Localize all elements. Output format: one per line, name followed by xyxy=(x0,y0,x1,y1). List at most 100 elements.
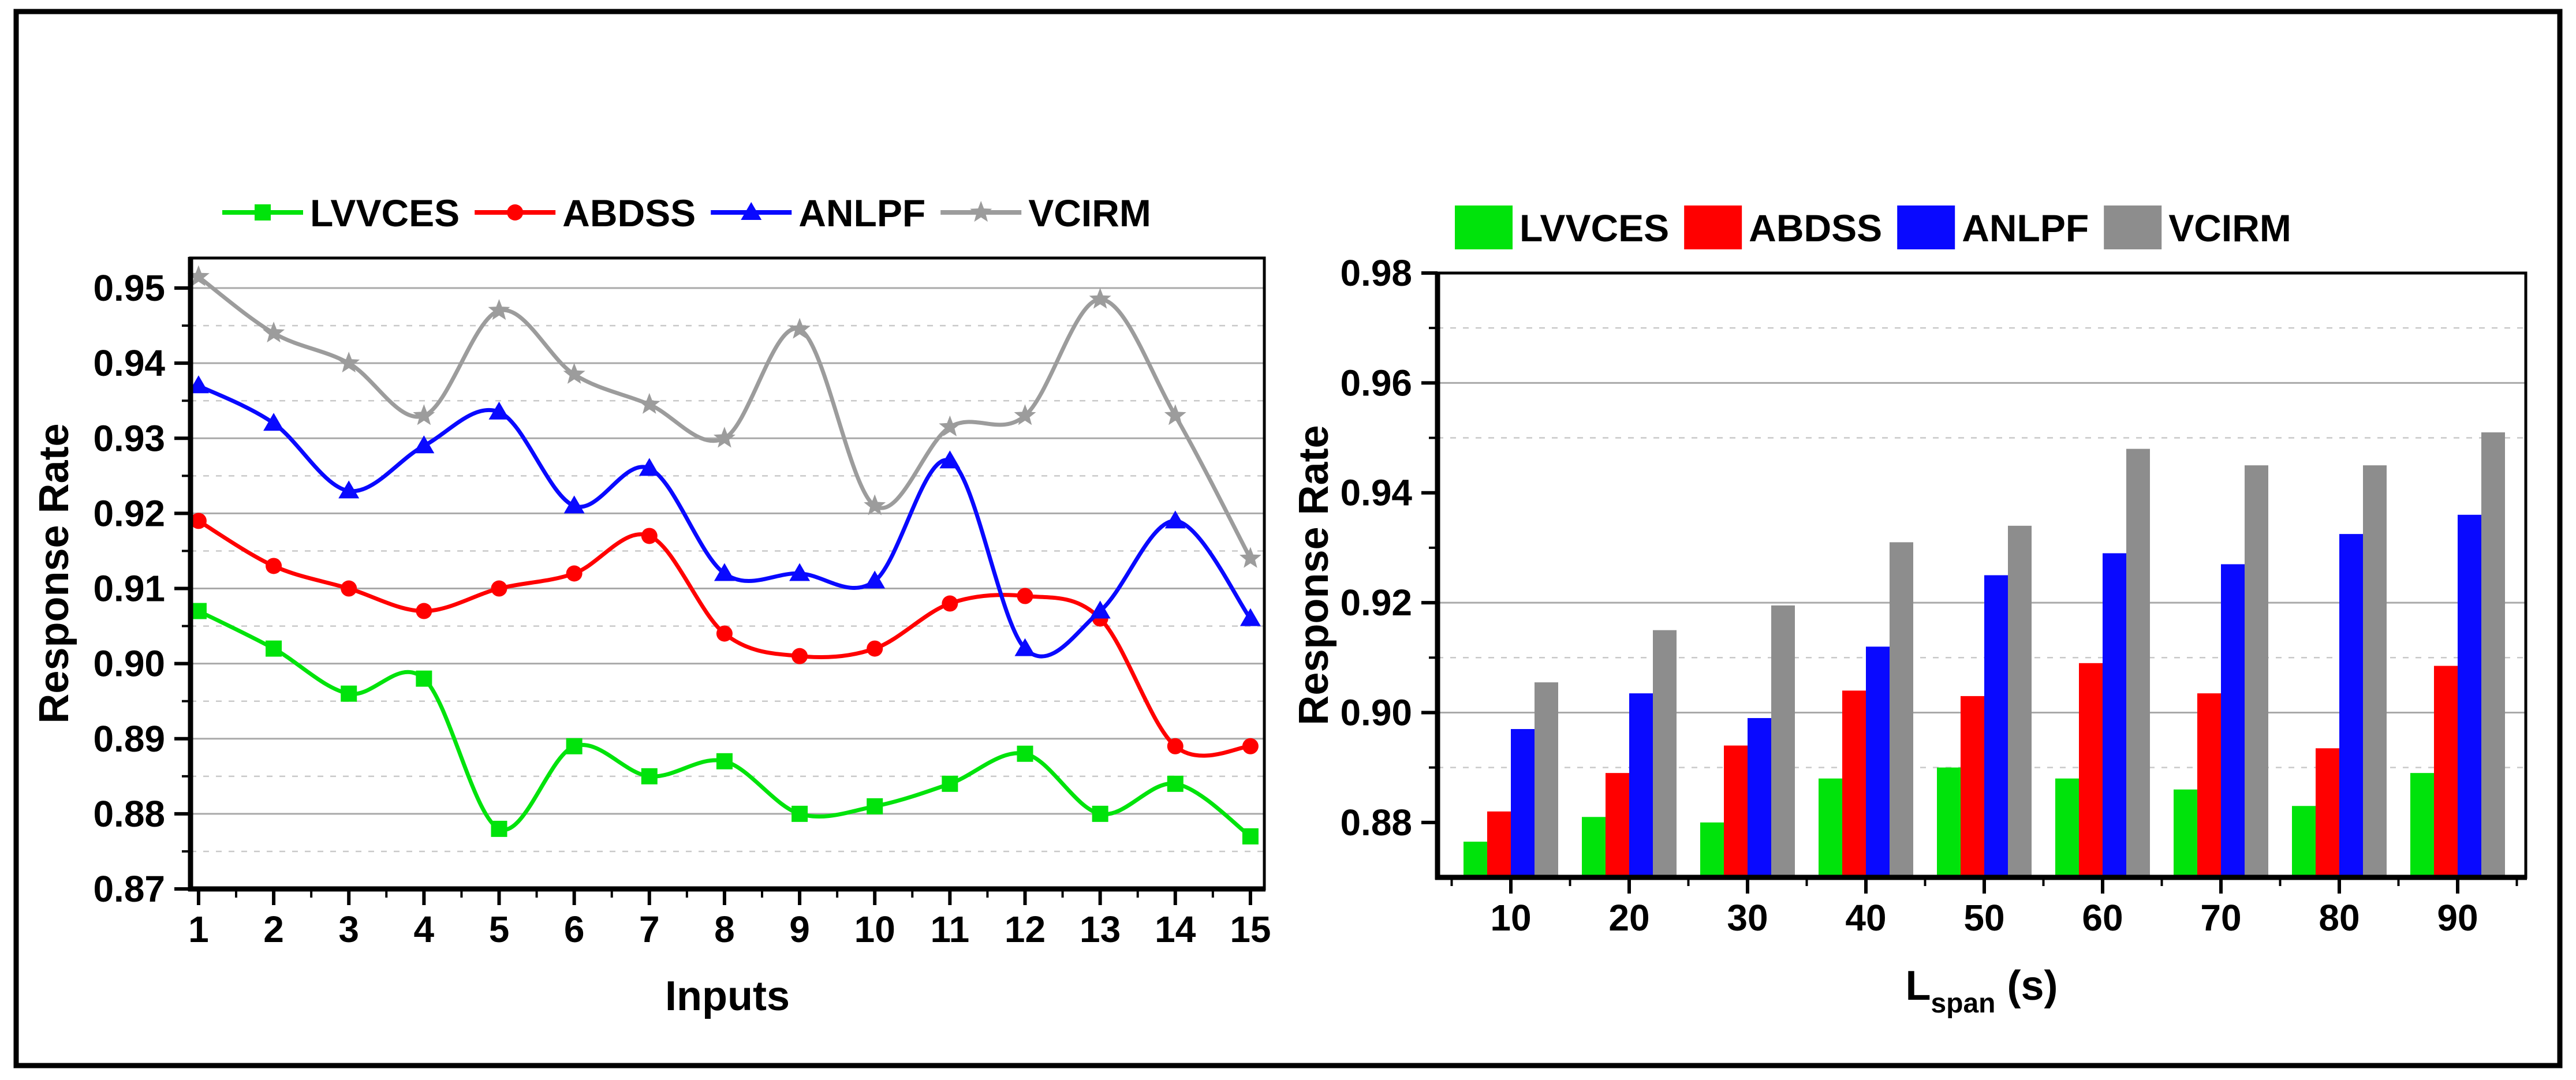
x-tick-label: 1 xyxy=(188,909,209,950)
star-marker xyxy=(1164,404,1186,425)
circle-marker xyxy=(341,580,357,597)
figure-frame xyxy=(13,9,2563,1068)
bar-series-ANLPF xyxy=(1511,514,2481,877)
circle-marker xyxy=(641,528,658,544)
x-tick-label: 15 xyxy=(1230,909,1271,950)
x-tick-label: 90 xyxy=(2437,897,2478,939)
bar xyxy=(2079,663,2103,877)
bar xyxy=(1653,630,1677,877)
star-marker xyxy=(638,393,660,414)
y-tick-label: 0.92 xyxy=(1340,582,1412,623)
square-marker xyxy=(1167,775,1184,792)
bar xyxy=(2410,773,2434,877)
triangle-marker xyxy=(338,480,360,499)
bar xyxy=(1464,842,1487,877)
x-tick-label: 9 xyxy=(789,909,810,950)
circle-marker xyxy=(566,565,583,582)
bar xyxy=(1842,690,1866,877)
x-tick-label: 20 xyxy=(1608,897,1649,939)
bar-chart-legend: LVVCES ABDSS ANLPF VCIRM xyxy=(1455,205,2291,249)
circle-marker xyxy=(190,513,207,529)
x-tick-label: 8 xyxy=(714,909,735,950)
bar xyxy=(2363,465,2387,877)
triangle-marker xyxy=(741,202,762,220)
circle-marker xyxy=(416,603,432,619)
star-marker xyxy=(1239,547,1261,568)
line-chart: 0.870.880.890.900.910.920.930.940.951 2 3 4… xyxy=(31,192,1271,1019)
bar xyxy=(1984,575,2008,877)
x-tick-label: 6 xyxy=(564,909,585,950)
y-axis-title: Response Rate xyxy=(1291,425,1337,725)
circle-marker xyxy=(716,625,733,642)
bar xyxy=(1487,811,1511,877)
legend-label: LVVCES xyxy=(310,192,460,234)
square-marker xyxy=(716,753,733,769)
bar xyxy=(1890,542,1913,877)
x-axis-title: Inputs xyxy=(665,973,790,1019)
x-tick-label: 60 xyxy=(2082,897,2123,939)
line-chart-legend: LVVCES ABDSS ANLPF VCIRM xyxy=(222,192,1151,234)
star-marker xyxy=(563,363,585,384)
square-marker xyxy=(416,670,432,687)
star-marker xyxy=(939,415,961,436)
bar xyxy=(2174,789,2197,877)
square-marker xyxy=(1242,828,1259,844)
triangle-marker xyxy=(488,401,510,420)
x-tick-label: 12 xyxy=(1005,909,1046,950)
y-tick-label: 0.91 xyxy=(93,568,165,610)
triangle-marker xyxy=(1240,608,1261,626)
y-tick-label: 0.94 xyxy=(1340,472,1412,514)
triangle-marker xyxy=(789,563,811,581)
star-marker xyxy=(263,322,285,343)
bar xyxy=(2434,666,2458,877)
bar xyxy=(1606,773,1629,877)
triangle-marker xyxy=(939,450,961,469)
line-series-LVVCES xyxy=(190,603,1259,844)
series-line xyxy=(196,609,1253,839)
triangle-marker xyxy=(563,495,585,514)
legend-label: ANLPF xyxy=(1962,207,2089,249)
circle-marker xyxy=(792,648,808,664)
bar xyxy=(1629,693,1653,877)
star-marker xyxy=(789,317,811,339)
triangle-marker xyxy=(188,375,209,394)
bar-series-LVVCES xyxy=(1464,767,2434,877)
star-marker xyxy=(488,299,510,320)
star-marker xyxy=(970,201,992,222)
circle-marker xyxy=(491,580,507,597)
bar xyxy=(2008,525,2032,877)
square-marker xyxy=(190,603,207,619)
y-tick-label: 0.92 xyxy=(93,492,165,534)
bar xyxy=(1771,605,1795,877)
bar xyxy=(2316,748,2339,877)
y-tick-label: 0.95 xyxy=(93,267,165,309)
x-tick-label: 10 xyxy=(854,909,895,950)
square-marker xyxy=(1017,745,1033,762)
star-marker xyxy=(413,404,435,425)
bar xyxy=(1748,717,1771,877)
square-marker xyxy=(341,685,357,702)
circle-marker xyxy=(942,595,958,612)
bar xyxy=(1961,696,1984,877)
bar xyxy=(2481,432,2505,877)
bar xyxy=(1700,822,1724,877)
y-tick-label: 0.87 xyxy=(93,868,165,910)
triangle-marker xyxy=(864,570,886,589)
legend-swatch xyxy=(1897,205,1955,249)
legend-label: ABDSS xyxy=(562,192,696,234)
y-tick-label: 0.88 xyxy=(1340,802,1412,843)
square-marker xyxy=(792,805,808,822)
bar xyxy=(2103,553,2126,877)
x-tick-label: 2 xyxy=(263,909,284,950)
legend-swatch xyxy=(1455,205,1513,249)
y-tick-label: 0.89 xyxy=(93,718,165,760)
bar xyxy=(2292,806,2316,877)
star-marker xyxy=(713,427,736,448)
bar xyxy=(1535,682,1558,877)
bar xyxy=(2245,465,2268,877)
bar xyxy=(1724,745,1748,877)
square-marker xyxy=(491,820,507,837)
